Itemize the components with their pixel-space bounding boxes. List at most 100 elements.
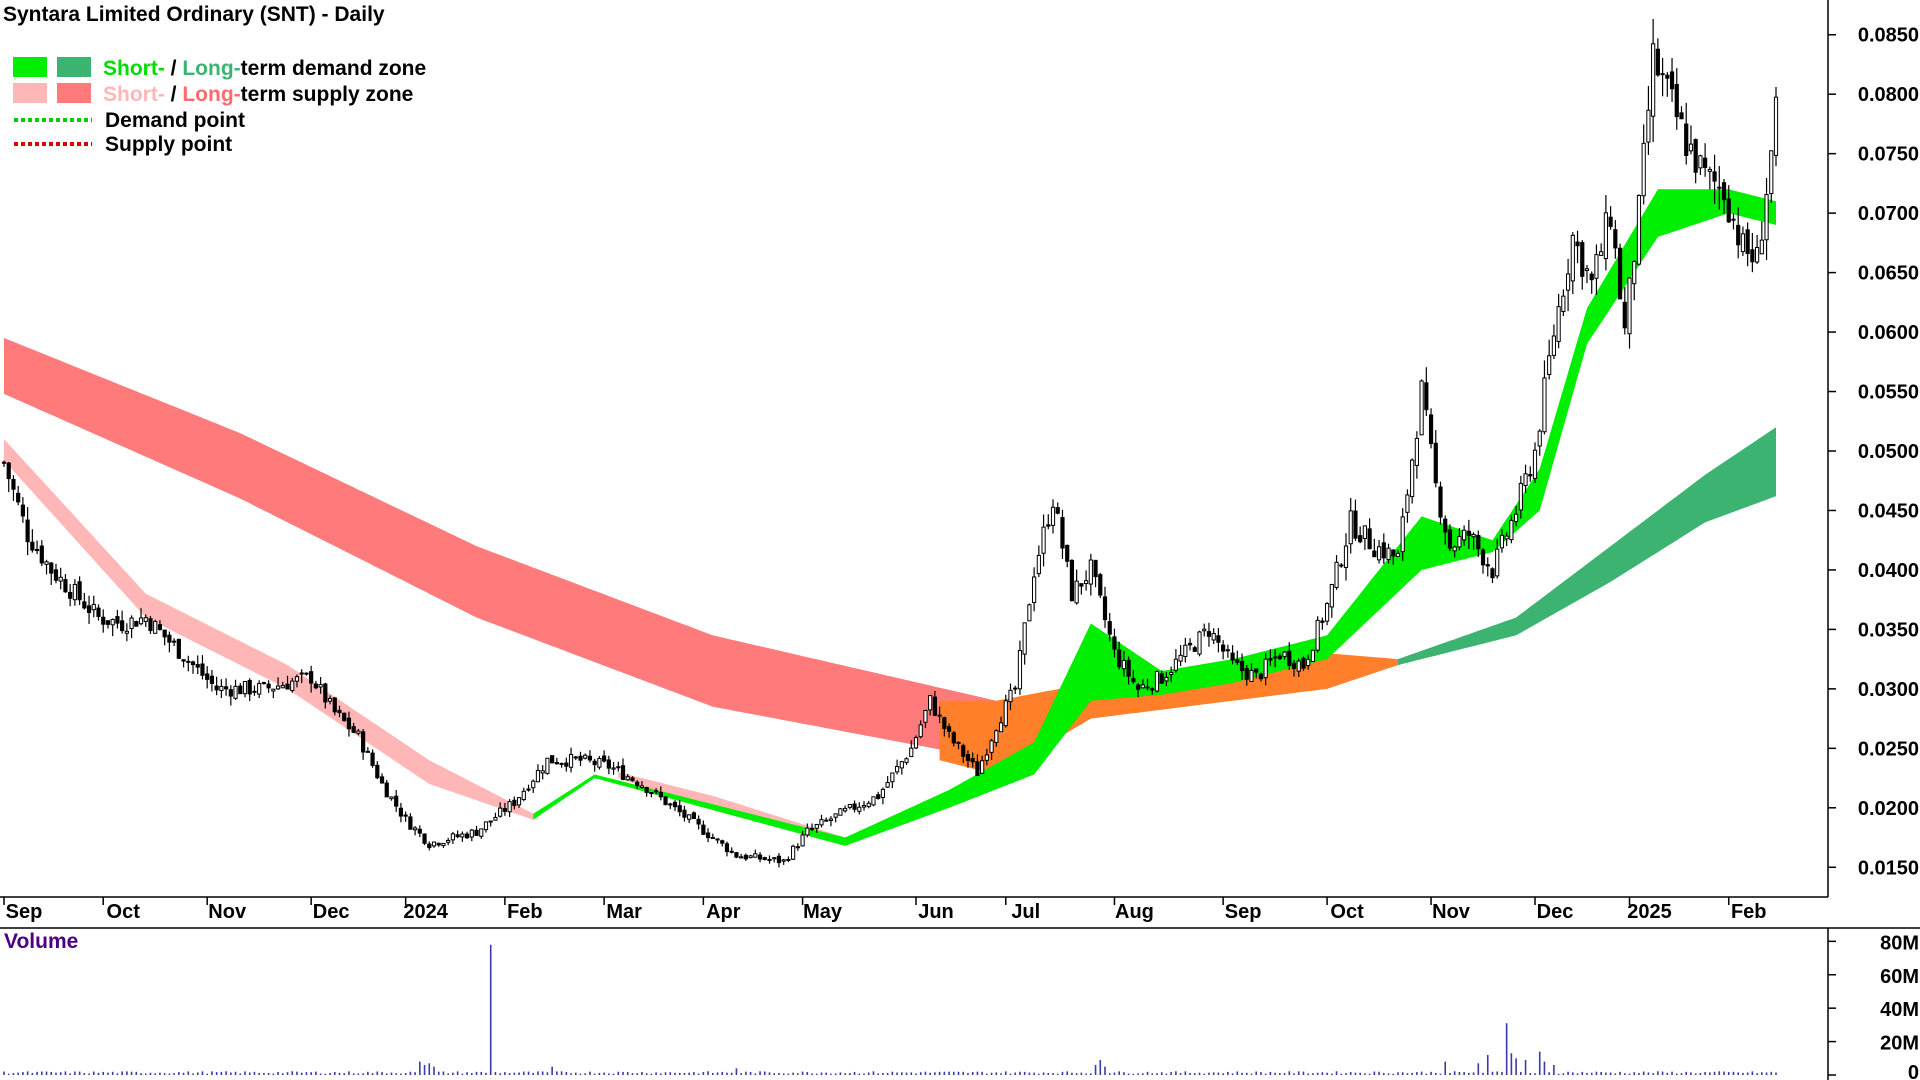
candle-body — [975, 761, 980, 776]
candle-body — [1315, 619, 1320, 651]
candle-body — [1674, 83, 1679, 118]
month-label: Nov — [208, 901, 247, 923]
candle-body — [1466, 530, 1471, 536]
candle-body — [1225, 649, 1230, 652]
candle-body — [649, 792, 654, 795]
candle-body — [1268, 658, 1273, 661]
candle-body — [1641, 142, 1646, 197]
candle-body — [384, 782, 389, 798]
candle-body — [1622, 301, 1627, 329]
candle-body — [379, 776, 385, 784]
month-label: Oct — [107, 901, 141, 923]
candle-body — [271, 688, 276, 692]
candle-body — [1258, 673, 1264, 680]
candle-body — [39, 545, 44, 564]
legend-supply-short: Short- — [103, 83, 165, 106]
candle-body — [219, 685, 224, 692]
candle-body — [554, 762, 559, 765]
price-tick-label: 0.0750 — [1858, 144, 1919, 166]
candle-body — [885, 782, 890, 788]
month-label: 2024 — [403, 901, 448, 923]
month-label: Aug — [1115, 901, 1154, 923]
candle-body — [1173, 658, 1178, 671]
candle-body — [729, 850, 734, 853]
candle-body — [573, 756, 578, 759]
candle-body — [1773, 96, 1779, 156]
candle-body — [1017, 650, 1023, 690]
candle-body — [1599, 251, 1604, 256]
candle-body — [757, 854, 763, 860]
volume-tick-label: 80M — [1880, 932, 1919, 954]
candle-body — [77, 581, 82, 601]
candle-body — [734, 852, 739, 858]
candle-body — [157, 624, 163, 630]
candle-body — [1107, 621, 1112, 635]
candle-body — [989, 740, 994, 753]
candle-body — [1211, 632, 1216, 641]
candle-body — [422, 833, 427, 844]
candle-body — [1452, 546, 1457, 552]
candle-body — [1693, 139, 1698, 173]
candle-body — [984, 754, 989, 761]
candle-body — [323, 683, 328, 703]
candle-body — [691, 812, 696, 819]
candle-body — [474, 829, 479, 836]
candle-body — [980, 760, 985, 774]
candle-body — [313, 683, 318, 689]
candle-body — [847, 803, 852, 808]
candle-body — [413, 827, 418, 831]
candle-body — [791, 845, 796, 860]
month-label: Mar — [606, 901, 642, 923]
candle-body — [616, 766, 621, 769]
candle-body — [143, 617, 148, 622]
candle-body — [512, 799, 517, 806]
candle-body — [526, 788, 531, 791]
candle-body — [913, 737, 919, 749]
candle-body — [644, 786, 649, 794]
candle-body — [904, 758, 909, 763]
candle-body — [1, 461, 7, 464]
candle-body — [1367, 528, 1372, 550]
legend: Short- / Long-term demand zone Short- / … — [13, 57, 426, 156]
candle-body — [1348, 510, 1353, 545]
candle-body — [1027, 604, 1032, 622]
candle-body — [285, 683, 290, 690]
candle-body — [375, 764, 380, 779]
candle-body — [748, 855, 753, 859]
candle-body — [653, 790, 659, 793]
candle-body — [1679, 112, 1684, 120]
candle-body — [1145, 686, 1150, 689]
candle-body — [1754, 246, 1760, 263]
candle-body — [464, 833, 470, 839]
candle-body — [965, 754, 971, 762]
candle-body — [1542, 377, 1547, 433]
candle-body — [1523, 473, 1528, 486]
candle-body — [101, 616, 106, 625]
candle-body — [167, 634, 172, 643]
candle-body — [1438, 486, 1443, 518]
candle-body — [1244, 668, 1249, 680]
candle-body — [493, 816, 498, 821]
candle-body — [861, 804, 867, 808]
candle-body — [899, 761, 904, 769]
candle-body — [1282, 651, 1287, 657]
candle-body — [1008, 689, 1013, 703]
month-label: Oct — [1330, 901, 1364, 923]
candle-body — [550, 755, 555, 764]
candle-body — [1476, 534, 1481, 550]
month-label: Apr — [706, 901, 741, 923]
legend-supply-sep: / — [165, 83, 183, 106]
candle-body — [138, 617, 144, 625]
candle-body — [72, 583, 77, 601]
candle-body — [909, 747, 914, 758]
candle-body — [1178, 654, 1183, 662]
candle-body — [502, 808, 507, 812]
candle-body — [1764, 194, 1769, 241]
candle-body — [932, 696, 937, 716]
candle-body — [946, 726, 952, 732]
candle-body — [1433, 442, 1438, 484]
candle-body — [677, 805, 682, 813]
candle-body — [1584, 268, 1590, 271]
candle-body — [172, 640, 177, 643]
price-tick-label: 0.0450 — [1858, 500, 1919, 522]
